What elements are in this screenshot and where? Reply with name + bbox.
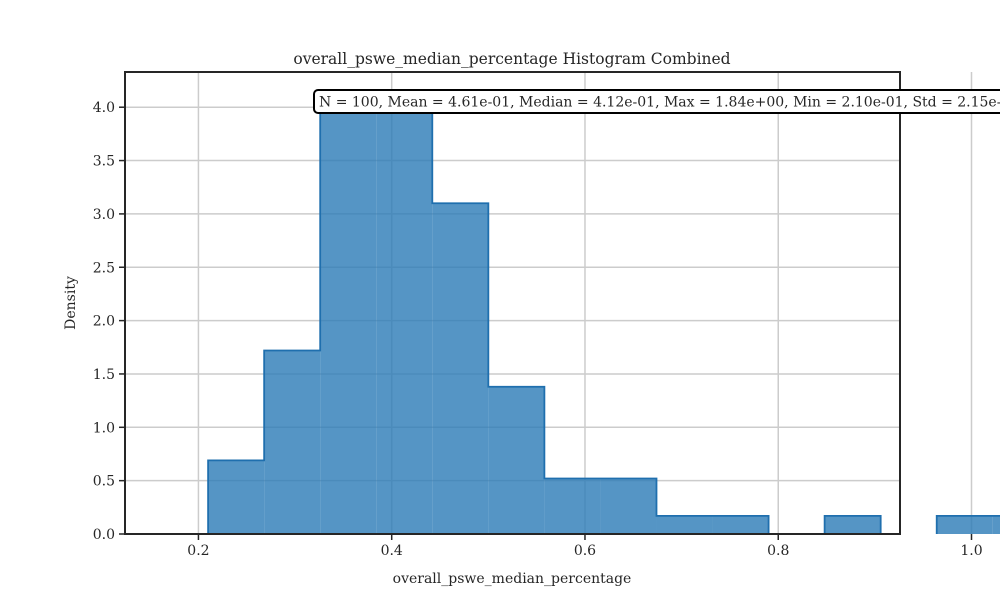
x-tick-label: 0.2 <box>187 543 209 559</box>
plot-frame <box>124 71 901 535</box>
axes <box>119 71 973 540</box>
y-tick-label: 3.5 <box>93 154 115 170</box>
stats-annotation-box: N = 100, Mean = 4.61e-01, Median = 4.12e… <box>313 89 1000 114</box>
histogram-bar <box>600 478 657 534</box>
histogram-bar <box>992 515 1000 534</box>
chart-title: overall_pswe_median_percentage Histogram… <box>293 50 730 68</box>
histogram-bar <box>320 111 377 534</box>
y-axis-label: Density <box>63 276 79 330</box>
x-tick-label: 0.4 <box>381 543 403 559</box>
histogram-bar <box>544 478 601 534</box>
histogram-bar <box>208 460 265 534</box>
y-tick-label: 1.5 <box>93 367 115 383</box>
y-tick-label: 1.0 <box>93 420 115 436</box>
histogram-bar <box>656 515 713 534</box>
histogram-bars <box>207 92 1000 535</box>
tick-labels: 0.20.40.60.81.01.21.41.61.80.00.51.01.52… <box>93 100 983 559</box>
x-tick-label: 1.0 <box>960 543 982 559</box>
histogram-bar <box>936 515 993 534</box>
y-tick-label: 2.5 <box>93 260 115 276</box>
y-tick-label: 4.0 <box>93 100 115 116</box>
histogram-bar <box>488 386 545 534</box>
y-tick-label: 3.0 <box>93 207 115 223</box>
x-tick-label: 0.8 <box>767 543 789 559</box>
y-tick-label: 2.0 <box>93 314 115 330</box>
histogram-bar <box>712 515 769 534</box>
histogram-bar <box>824 515 881 534</box>
x-axis-label: overall_pswe_median_percentage <box>393 571 632 587</box>
histogram-bar <box>376 93 433 535</box>
stats-annotation-text: N = 100, Mean = 4.61e-01, Median = 4.12e… <box>319 95 1000 111</box>
histogram-bar <box>264 350 321 534</box>
x-tick-label: 0.6 <box>574 543 596 559</box>
histogram-bar <box>432 203 489 535</box>
y-tick-label: 0.5 <box>93 474 115 490</box>
y-tick-label: 0.0 <box>93 527 115 543</box>
stats-annotation-frame <box>313 89 1000 114</box>
histogram-outline <box>207 92 1000 534</box>
